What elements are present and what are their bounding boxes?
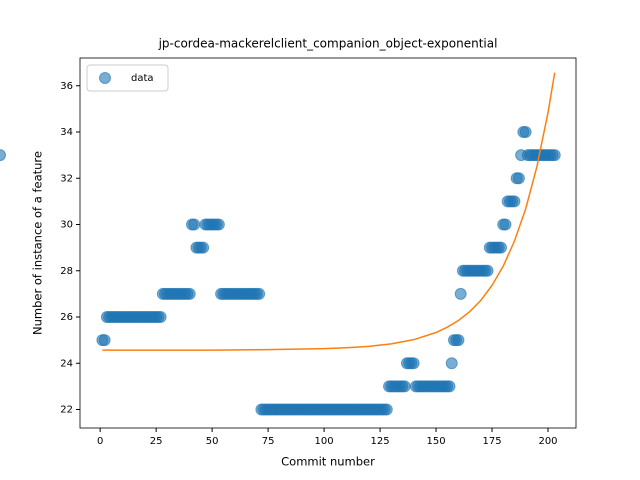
data-point xyxy=(212,218,225,231)
legend-label: data xyxy=(131,73,154,84)
x-tick-label: 0 xyxy=(97,436,103,447)
y-tick-label: 24 xyxy=(60,358,73,369)
legend-box xyxy=(86,64,169,92)
y-tick-label: 22 xyxy=(60,405,73,416)
x-tick-label: 50 xyxy=(206,436,219,447)
x-tick-label: 175 xyxy=(482,436,501,447)
fit-line xyxy=(102,72,556,351)
data-point xyxy=(154,311,167,323)
data-point xyxy=(98,334,111,347)
data-point xyxy=(398,380,411,393)
y-tick-label: 32 xyxy=(60,173,73,184)
data-point xyxy=(407,357,420,370)
data-point xyxy=(253,287,266,300)
data-point xyxy=(197,241,210,254)
data-point xyxy=(445,357,458,370)
data-point xyxy=(0,149,6,162)
axes-frame xyxy=(79,57,577,429)
y-axis-label: Number of instance of a feature xyxy=(31,151,45,335)
legend-swatch xyxy=(99,72,111,84)
y-tick-label: 28 xyxy=(60,266,73,277)
data-point xyxy=(494,241,507,254)
data-point xyxy=(183,287,196,300)
y-tick-label: 26 xyxy=(60,312,73,323)
data-point xyxy=(443,380,456,393)
x-axis-label: Commit number xyxy=(281,455,375,469)
x-tick-label: 75 xyxy=(262,436,275,447)
y-tick-label: 34 xyxy=(60,127,73,138)
y-tick-label: 30 xyxy=(60,220,73,231)
data-point xyxy=(481,264,494,277)
x-tick-label: 200 xyxy=(538,436,557,447)
y-tick-label: 36 xyxy=(60,81,73,92)
x-tick-label: 25 xyxy=(150,436,163,447)
x-tick-label: 150 xyxy=(426,436,445,447)
data-point xyxy=(452,334,465,347)
data-point xyxy=(548,149,561,162)
chart-title: jp-cordea-mackerelclient_companion_objec… xyxy=(158,37,498,51)
x-tick-label: 125 xyxy=(371,436,390,447)
x-tick-label: 100 xyxy=(315,436,334,447)
data-point xyxy=(512,172,525,185)
data-point xyxy=(499,218,512,231)
data-point xyxy=(519,126,532,138)
data-point xyxy=(380,403,393,416)
data-point xyxy=(188,218,201,231)
data-point xyxy=(508,195,521,208)
data-point xyxy=(454,287,467,300)
